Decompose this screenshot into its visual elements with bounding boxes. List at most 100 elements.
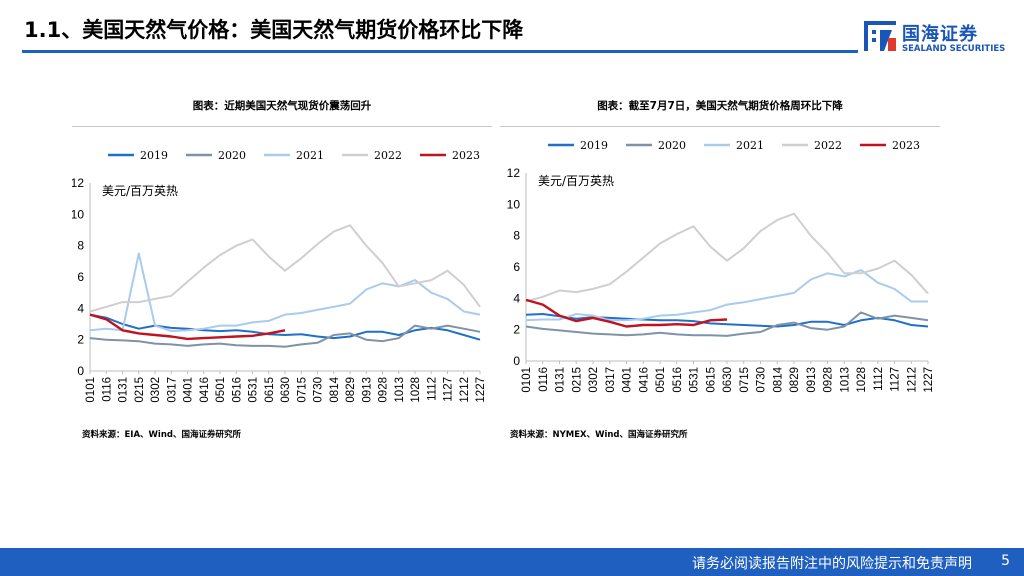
legend-label: 2023 <box>892 139 920 152</box>
y-tick-label: 4 <box>77 301 84 315</box>
y-tick-label: 8 <box>77 239 84 253</box>
x-tick-label: 0913 <box>361 377 373 403</box>
x-tick-label: 0501 <box>655 367 667 393</box>
chart-spot-price: 图表：近期美国天然气现货价震荡回升 2019 2020 2021 2022 2023 美元… <box>72 94 492 444</box>
x-tick-label: 0317 <box>605 367 617 393</box>
page-number: 5 <box>1001 553 1010 569</box>
x-tick-label: 0302 <box>588 367 600 393</box>
x-tick-label: 0615 <box>705 367 717 393</box>
company-logo: 国海证券 SEALAND SECURITIES <box>862 18 1012 58</box>
x-tick-label: 0630 <box>280 377 292 403</box>
x-tick-label: 0814 <box>772 366 784 392</box>
x-tick-label: 0101 <box>85 377 97 403</box>
series-line-2020 <box>89 324 481 348</box>
x-tick-label: 0829 <box>345 377 357 403</box>
x-tick-label: 0116 <box>101 377 113 402</box>
x-tick-label: 0730 <box>313 377 325 403</box>
x-tick-label: 0401 <box>622 367 634 393</box>
series-line-2020 <box>525 311 929 337</box>
chart-area: 2019 2020 2021 2022 2023 美元/百万英热 0 2 4 6 8 10 12 0101… <box>500 126 940 427</box>
series-line-2022 <box>525 212 929 303</box>
chart-source: 资料来源：NYMEX、Wind、国海证券研究所 <box>510 430 688 440</box>
series-line-2023 <box>89 313 286 341</box>
y-tick-label: 10 <box>507 197 521 211</box>
x-tick-label: 0215 <box>134 377 146 403</box>
x-tick-label: 0814 <box>329 376 341 402</box>
sealand-logo-icon <box>864 21 896 51</box>
x-tick-label: 1112 <box>426 377 438 401</box>
y-tick-label: 8 <box>513 229 520 243</box>
disclaimer-text: 请务必阅读报告附注中的风险提示和免责声明 <box>692 556 972 572</box>
x-tick-label: 0928 <box>823 367 835 393</box>
y-tick-label: 10 <box>72 207 84 221</box>
legend-label: 2019 <box>580 139 608 152</box>
x-tick-label: 1227 <box>923 367 935 393</box>
y-tick-label: 4 <box>513 291 520 305</box>
x-tick-label: 0531 <box>248 377 260 403</box>
chart-source: 资料来源：EIA、Wind、国海证券研究所 <box>82 430 241 440</box>
chart-title: 图表：近期美国天然气现货价震荡回升 <box>192 100 372 112</box>
y-tick-label: 0 <box>513 354 520 368</box>
legend-label: 2021 <box>296 149 324 162</box>
chart-svg: 2019 2020 2021 2022 2023 美元/百万英热 0 2 4 6 8 10 12 0101… <box>72 149 487 403</box>
series-line-2023 <box>525 298 728 328</box>
x-tick-label: 1212 <box>459 377 471 403</box>
x-tick-label: 1127 <box>443 377 455 402</box>
logo-text-cn: 国海证券 <box>902 24 978 45</box>
chart-title: 图表：截至7月7日，美国天然气期货价格周环比下降 <box>597 100 843 112</box>
legend-label: 2020 <box>658 139 686 152</box>
x-tick-label: 0516 <box>672 367 684 393</box>
unit-label: 美元/百万英热 <box>102 184 178 198</box>
x-tick-label: 0730 <box>756 367 768 393</box>
x-tick-label: 0401 <box>183 377 195 403</box>
y-tick-label: 12 <box>507 166 521 180</box>
x-tick-label: 0928 <box>378 377 390 403</box>
x-tick-label: 0416 <box>638 367 650 393</box>
title-rule <box>22 50 858 53</box>
x-tick-label: 0101 <box>521 367 533 393</box>
x-tick-label: 0131 <box>118 377 130 403</box>
slide-title: 1.1、美国天然气价格：美国天然气期货价格环比下降 <box>24 18 524 42</box>
x-tick-label: 0501 <box>215 377 227 403</box>
x-tick-label: 0317 <box>166 377 178 403</box>
series-line-2022 <box>89 224 481 313</box>
x-tick-label: 0516 <box>231 377 243 403</box>
x-tick-label: 0630 <box>722 367 734 393</box>
x-tick-label: 0829 <box>789 367 801 393</box>
legend-label: 2022 <box>374 149 402 162</box>
legend-label: 2023 <box>452 149 480 162</box>
series-line-2021 <box>89 252 481 333</box>
y-tick-label: 0 <box>77 364 84 378</box>
legend-label: 2019 <box>140 149 168 162</box>
x-tick-label: 0531 <box>689 367 701 393</box>
series-line-2021 <box>525 269 928 322</box>
y-tick-label: 6 <box>77 270 84 284</box>
x-tick-label: 0116 <box>538 367 550 392</box>
legend-label: 2022 <box>814 139 842 152</box>
footer-bar: 请务必阅读报告附注中的风险提示和免责声明 5 <box>0 548 1024 576</box>
x-tick-label: 0416 <box>199 377 211 403</box>
x-tick-label: 1028 <box>410 377 422 403</box>
x-tick-label: 1112 <box>873 367 885 391</box>
x-tick-label: 1028 <box>856 367 868 393</box>
x-tick-label: 1127 <box>890 367 902 392</box>
y-tick-label: 12 <box>72 176 84 190</box>
x-tick-label: 0715 <box>296 377 308 403</box>
x-tick-label: 0302 <box>150 377 162 403</box>
x-tick-label: 1227 <box>475 377 487 403</box>
y-tick-label: 2 <box>77 333 84 347</box>
unit-label: 美元/百万英热 <box>538 174 614 188</box>
logo-text-en: SEALAND SECURITIES <box>902 44 1006 54</box>
x-tick-label: 1212 <box>906 367 918 393</box>
legend-label: 2020 <box>218 149 246 162</box>
chart-area: 2019 2020 2021 2022 2023 美元/百万英热 0 2 4 6 8 10 12 0101… <box>72 126 492 427</box>
x-tick-label: 1013 <box>839 367 851 393</box>
y-tick-label: 6 <box>513 260 520 274</box>
legend-label: 2021 <box>736 139 764 152</box>
x-tick-label: 1013 <box>394 377 406 403</box>
x-tick-label: 0913 <box>806 367 818 393</box>
y-tick-label: 2 <box>513 323 520 337</box>
chart-futures-price: 图表：截至7月7日，美国天然气期货价格周环比下降 2019 2020 2021 202… <box>500 94 940 444</box>
x-tick-label: 0131 <box>555 367 567 393</box>
x-tick-label: 0715 <box>739 367 751 393</box>
